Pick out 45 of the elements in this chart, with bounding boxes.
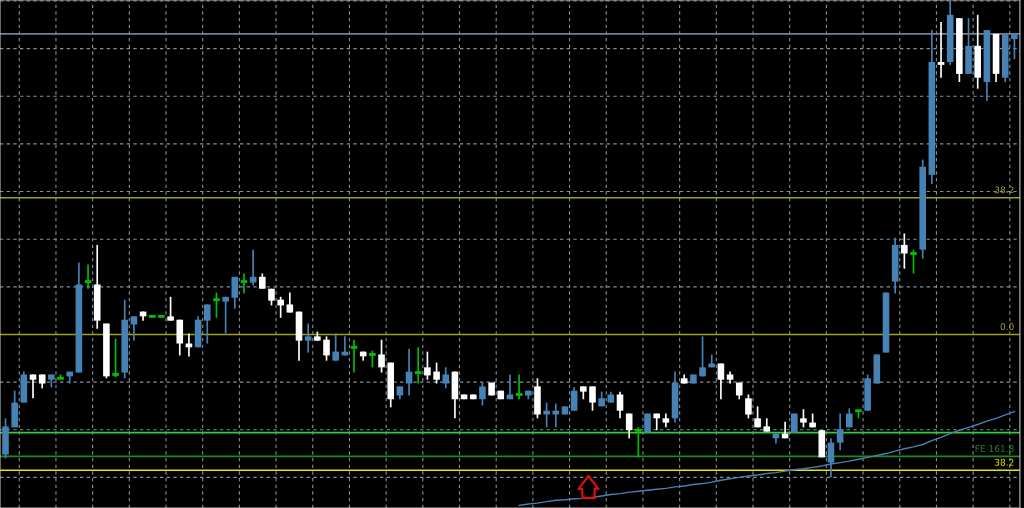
candlestick: [836, 412, 844, 452]
candlestick: [405, 347, 413, 397]
candlestick: [616, 390, 624, 420]
candlestick: [130, 315, 138, 342]
candlestick: [203, 303, 211, 345]
candlestick: [937, 21, 945, 79]
candlestick: [800, 408, 807, 429]
candlestick: [414, 346, 422, 385]
candlestick: [506, 373, 514, 401]
annotation: 38.2: [994, 186, 1014, 194]
candlestick: [635, 426, 642, 459]
candlestick: [112, 337, 119, 379]
candlestick: [515, 373, 523, 401]
candlestick: [240, 272, 248, 295]
candlestick: [745, 393, 752, 420]
candlestick: [442, 366, 450, 390]
candlestick: [84, 263, 92, 290]
candlestick: [176, 318, 184, 357]
candlestick: [699, 335, 706, 378]
candlestick: [717, 362, 725, 401]
candlestick: [589, 385, 596, 412]
candlestick: [1011, 33, 1018, 60]
candlestick: [479, 381, 486, 407]
candlestick: [222, 295, 229, 335]
candlestick: [350, 338, 358, 374]
candlestick: [433, 361, 440, 385]
candlestick: [323, 335, 330, 362]
candlestick: [304, 322, 312, 354]
annotation: 0.0: [1000, 323, 1014, 330]
candlestick: [277, 295, 284, 319]
candlestick: [378, 338, 385, 374]
candlestick: [424, 350, 431, 381]
annotation: FE 161.8: [975, 445, 1014, 452]
candlestick: [249, 248, 257, 287]
candlestick: [570, 386, 578, 412]
candlestick: [910, 248, 917, 275]
candlestick: [29, 373, 37, 400]
candlestick: [901, 232, 908, 270]
candlestick: [231, 275, 239, 310]
candlestick: [286, 291, 294, 314]
candlestick: [332, 332, 339, 362]
candlestick: [167, 295, 174, 322]
annotation: 38.2: [994, 458, 1014, 466]
candlestick: [213, 291, 220, 319]
candlestick: [827, 437, 835, 479]
